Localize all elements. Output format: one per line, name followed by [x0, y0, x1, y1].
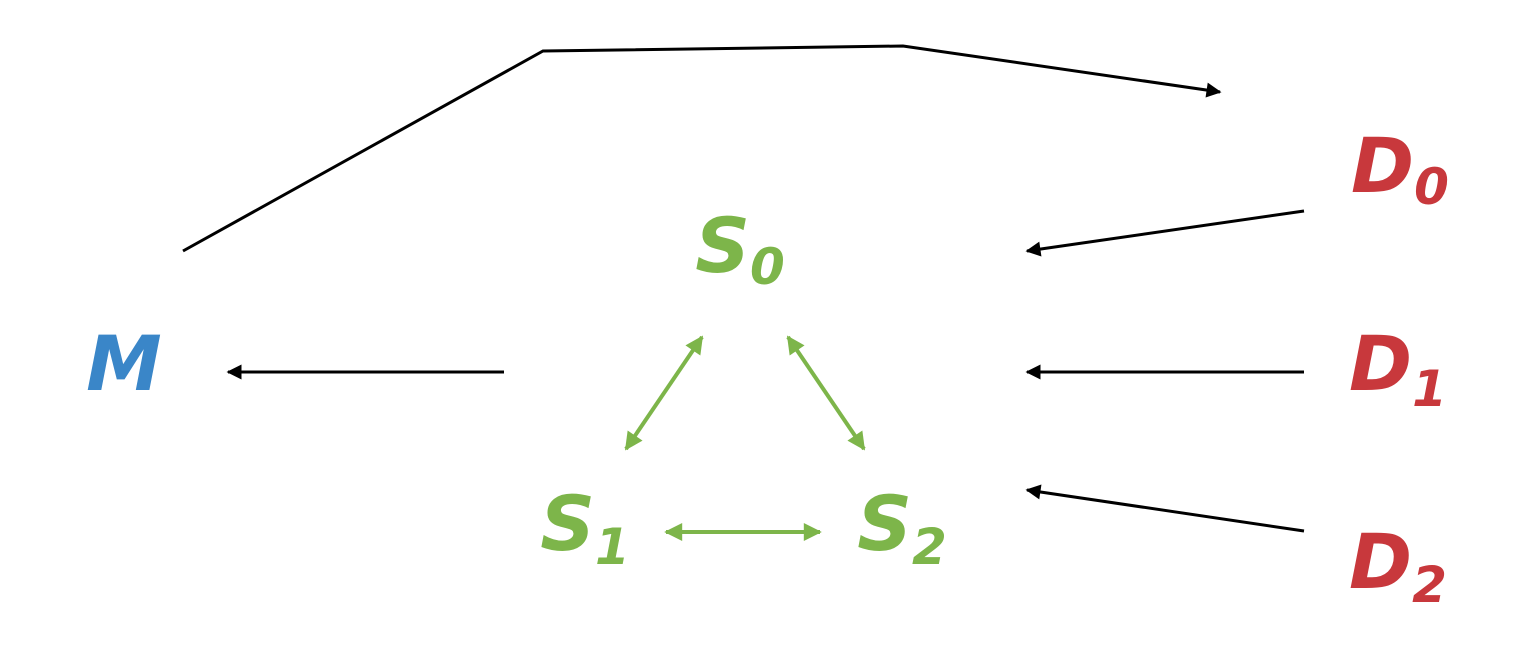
arrow-s0-s2 — [786, 335, 866, 451]
node-s2-sub: 2 — [912, 518, 947, 576]
node-s1-sub: 1 — [595, 518, 630, 576]
node-s2: S2 — [857, 479, 947, 576]
node-d1-sub: 1 — [1412, 360, 1447, 418]
node-s2-main: S — [857, 479, 912, 568]
node-d1: D1 — [1349, 319, 1447, 418]
node-s0: S0 — [695, 201, 785, 296]
node-s0-main: S — [695, 201, 750, 290]
arrow-d2-to-servers — [1025, 484, 1305, 533]
node-d1-main: D — [1349, 319, 1412, 408]
node-s1: S1 — [540, 479, 630, 576]
node-d0-sub: 0 — [1414, 158, 1449, 216]
arrow-s0-s1 — [624, 335, 704, 451]
arrow-d0-to-servers — [1025, 209, 1305, 257]
node-d2-main: D — [1349, 517, 1412, 606]
node-s1-main: S — [540, 479, 595, 568]
arrow-m-to-top-right — [182, 44, 1222, 253]
node-s0-sub: 0 — [750, 238, 785, 296]
node-d0-main: D — [1351, 121, 1414, 210]
node-d2: D2 — [1349, 517, 1447, 614]
node-d2-sub: 2 — [1412, 556, 1447, 614]
node-m: M — [86, 319, 162, 408]
node-d0: D0 — [1351, 121, 1449, 216]
